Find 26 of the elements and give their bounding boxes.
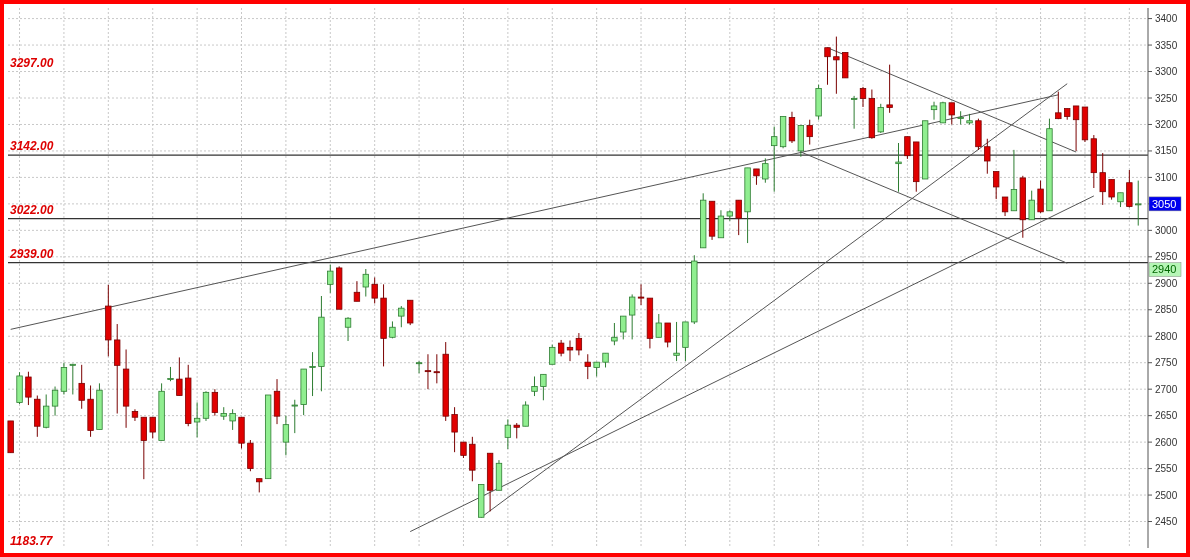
y-tick-label: 2650 xyxy=(1155,410,1178,422)
y-tick-label: 2600 xyxy=(1155,436,1178,448)
y-tick-label: 2750 xyxy=(1155,357,1178,369)
y-tick-label: 3300 xyxy=(1155,66,1178,78)
ref-line-label: 3142.00 xyxy=(10,139,54,154)
y-tick-label: 3350 xyxy=(1155,39,1178,51)
annotation: 1183.77 xyxy=(10,534,54,548)
y-tick-label: 3100 xyxy=(1155,171,1178,183)
ref-line-label: 2939.00 xyxy=(9,246,54,261)
y-tick-label: 3000 xyxy=(1155,224,1178,236)
y-tick-label: 2500 xyxy=(1155,489,1178,501)
y-tick-label: 2950 xyxy=(1155,251,1178,263)
annotation: 3050 xyxy=(1152,197,1177,210)
y-tick-label: 2900 xyxy=(1155,277,1178,289)
y-tick-label: 2700 xyxy=(1155,383,1178,395)
y-tick-label: 2850 xyxy=(1155,304,1178,316)
ref-line-label: 3022.00 xyxy=(10,202,54,217)
y-tick-label: 2550 xyxy=(1155,463,1178,475)
y-tick-label: 2450 xyxy=(1155,516,1178,528)
y-tick-label: 3200 xyxy=(1155,118,1178,130)
y-tick-label: 2800 xyxy=(1155,330,1178,342)
y-tick-label: 3150 xyxy=(1155,145,1178,157)
y-tick-label: 3250 xyxy=(1155,92,1178,104)
annotation: 3297.00 xyxy=(10,55,54,70)
text: 2940 xyxy=(1152,263,1177,276)
y-tick-label: 3400 xyxy=(1155,13,1178,25)
